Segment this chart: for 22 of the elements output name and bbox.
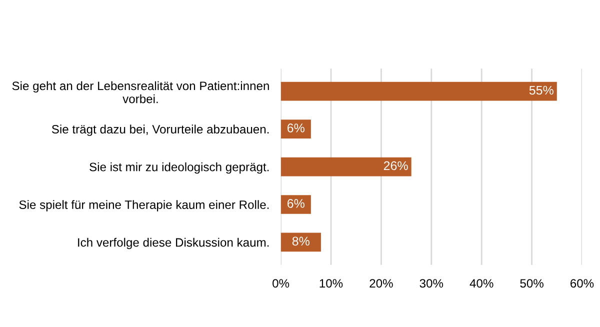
bar [280,82,557,101]
x-tick-label: 40% [470,279,494,288]
data-label: 8% [292,236,310,246]
data-label: 26% [384,161,408,170]
bar [280,232,321,252]
y-tick-label: Sie spielt für meine Therapie kaum einer Rolle. [19,200,269,212]
y-tick-label: Sie trägt dazu bei, Vorurteile abzubauen. [52,124,269,136]
bar [280,120,311,138]
x-tick-label: 10% [320,279,343,288]
x-tick-label: 30% [420,279,444,288]
x-tick-label: 60% [570,279,594,288]
data-label: 6% [287,124,304,132]
x-tick-label: 0% [272,279,290,288]
x-tick-label: 50% [520,279,544,288]
data-label: 55% [529,86,554,95]
y-tick-label: Sie ist mir zu ideologisch geprägt. [90,162,269,174]
y-tick-label: Sie geht an der Lebensrealität von Patient:innen vorbei. [12,81,269,104]
x-tick-label: 20% [370,279,393,288]
data-label: 6% [287,199,304,208]
bar [280,195,311,214]
y-tick-label: Ich verfolge diese Diskussion kaum. [78,238,269,250]
bar [280,157,412,176]
